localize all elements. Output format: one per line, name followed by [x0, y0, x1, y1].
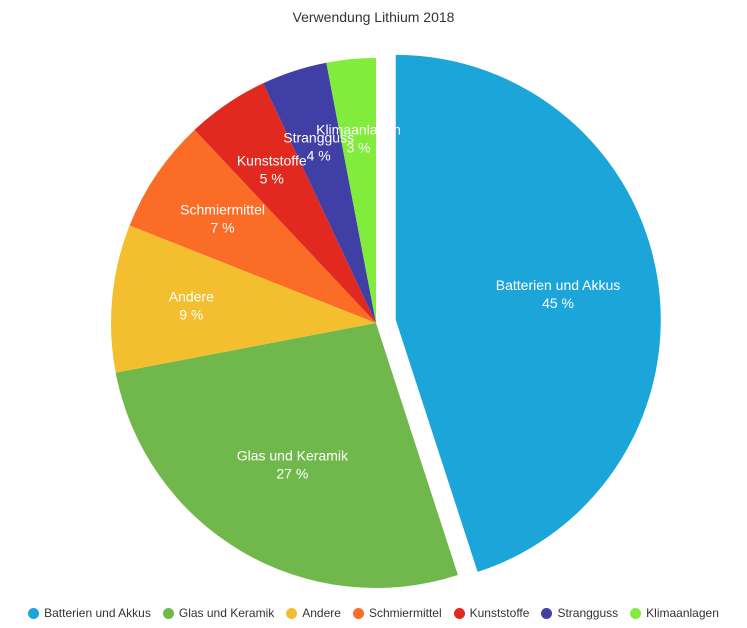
legend-marker	[630, 607, 642, 619]
pie-chart: Batterien und Akkus 45 % Glas und Keramik 2…	[111, 54, 661, 588]
legend: Batterien und Akkus Glas und Keramik Ander…	[0, 603, 747, 623]
legend-item-kunststoffe[interactable]: Kunststoffe	[453, 606, 530, 620]
legend-marker	[453, 607, 465, 619]
slice-value-kunststoffe: 5 %	[260, 171, 284, 187]
slice-value-klimaanlagen: 3 %	[346, 139, 370, 155]
slice-value-strangguss: 4 %	[307, 148, 331, 164]
slice-value-andere: 9 %	[179, 307, 203, 323]
legend-label: Strangguss	[557, 606, 619, 620]
pie-slice-strangguss[interactable]	[263, 62, 376, 323]
legend-item-strangguss[interactable]: Strangguss	[541, 606, 618, 620]
legend-label: Kunststoffe	[469, 606, 530, 620]
legend-label: Glas und Keramik	[178, 606, 275, 620]
legend-label: Klimaanlagen	[646, 606, 719, 620]
legend-item-klimaanlagen[interactable]: Klimaanlagen	[630, 606, 719, 620]
legend-label: Andere	[302, 606, 341, 620]
legend-item-schmiermittel[interactable]: Schmiermittel	[352, 606, 442, 620]
legend-marker	[541, 607, 553, 619]
legend-marker	[28, 607, 40, 619]
pie-slice-batterien-und-akkus[interactable]	[395, 54, 661, 572]
slice-label-andere: Andere	[169, 289, 214, 305]
pie-slice-klimaanlagen[interactable]	[326, 58, 376, 323]
slice-label-klimaanlagen: Klimaanlagen	[316, 121, 401, 137]
legend-marker	[286, 607, 298, 619]
pie-slice-andere[interactable]	[111, 225, 376, 373]
slice-label-schmiermittel: Schmiermittel	[180, 202, 265, 218]
legend-marker	[162, 607, 174, 619]
legend-label: Batterien und Akkus	[44, 606, 151, 620]
slice-label-batterien-und-akkus: Batterien und Akkus	[496, 277, 621, 293]
pie-slice-kunststoffe[interactable]	[194, 83, 376, 324]
chart-title: Verwendung Lithium 2018	[292, 9, 455, 25]
legend-item-glas-und-keramik[interactable]: Glas und Keramik	[162, 606, 275, 620]
legend-marker	[352, 607, 364, 619]
pie-slice-schmiermittel[interactable]	[129, 129, 376, 323]
legend-item-batterien-und-akkus[interactable]: Batterien und Akkus	[28, 606, 151, 620]
slice-label-glas-und-keramik: Glas und Keramik	[237, 447, 349, 463]
legend-item-andere[interactable]: Andere	[286, 606, 341, 620]
slice-value-batterien-und-akkus: 45 %	[542, 295, 574, 311]
slice-label-strangguss: Strangguss	[283, 130, 354, 146]
pie-slices	[111, 54, 661, 588]
slice-label-kunststoffe: Kunststoffe	[237, 153, 307, 169]
slice-value-schmiermittel: 7 %	[211, 220, 235, 236]
pie-slice-glas-und-keramik[interactable]	[115, 323, 458, 588]
pie-labels: Batterien und Akkus 45 % Glas und Keramik 2…	[169, 121, 621, 481]
slice-value-glas-und-keramik: 27 %	[276, 465, 308, 481]
legend-label: Schmiermittel	[368, 606, 442, 620]
